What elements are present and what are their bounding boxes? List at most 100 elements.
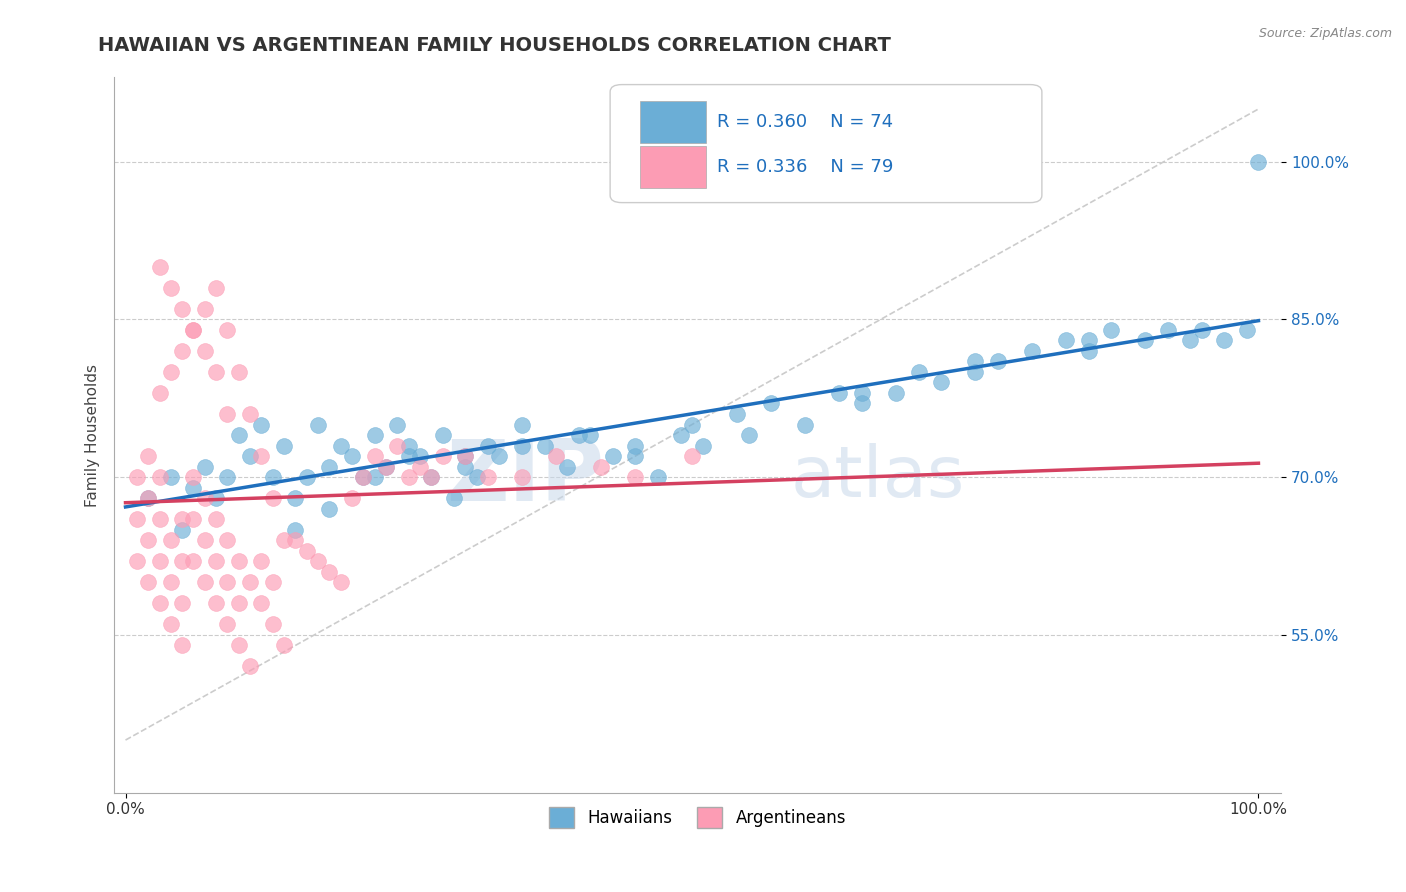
Point <box>1077 343 1099 358</box>
Point <box>454 449 477 463</box>
Point <box>183 481 205 495</box>
Point <box>217 617 239 632</box>
Point <box>851 386 873 401</box>
Point <box>307 554 329 568</box>
Point <box>340 491 363 505</box>
Point <box>1099 323 1122 337</box>
Point <box>194 575 217 590</box>
Point <box>761 396 783 410</box>
Point <box>364 428 387 442</box>
Point <box>465 470 488 484</box>
Point <box>681 417 703 432</box>
Point <box>172 523 194 537</box>
Point <box>217 533 239 548</box>
Point <box>387 417 409 432</box>
Text: atlas: atlas <box>792 443 966 513</box>
Point <box>579 428 602 442</box>
Point <box>329 439 352 453</box>
Point <box>510 417 533 432</box>
Point <box>273 639 295 653</box>
Point <box>172 343 194 358</box>
Point <box>148 596 170 610</box>
Point <box>183 323 205 337</box>
Point <box>136 449 159 463</box>
Point <box>148 260 170 274</box>
Point <box>432 449 454 463</box>
Point <box>364 470 387 484</box>
Point <box>340 449 363 463</box>
Point <box>160 617 183 632</box>
Point <box>194 301 217 316</box>
Point <box>262 470 284 484</box>
Point <box>160 575 183 590</box>
Point <box>454 459 477 474</box>
Point <box>183 512 205 526</box>
Point <box>647 470 669 484</box>
Point <box>1054 334 1077 348</box>
Point <box>1157 323 1180 337</box>
Point <box>375 459 398 474</box>
Point <box>420 470 443 484</box>
Point <box>239 575 262 590</box>
Point <box>172 639 194 653</box>
Point <box>929 376 952 390</box>
Point <box>329 575 352 590</box>
Point <box>409 449 432 463</box>
Point <box>987 354 1010 368</box>
Point <box>228 554 250 568</box>
Point <box>205 491 228 505</box>
Point <box>273 439 295 453</box>
Point <box>533 439 555 453</box>
Point <box>1133 334 1156 348</box>
Point <box>510 470 533 484</box>
Point <box>194 459 217 474</box>
Point <box>284 523 307 537</box>
Point <box>160 365 183 379</box>
Point <box>398 439 420 453</box>
Point <box>217 470 239 484</box>
Point <box>217 575 239 590</box>
Point <box>568 428 591 442</box>
Point <box>194 343 217 358</box>
Point <box>965 354 987 368</box>
Point <box>160 281 183 295</box>
Point <box>477 470 499 484</box>
Point <box>624 470 647 484</box>
Point <box>250 417 273 432</box>
Point <box>307 417 329 432</box>
Point <box>194 491 217 505</box>
Text: Source: ZipAtlas.com: Source: ZipAtlas.com <box>1258 27 1392 40</box>
Text: R = 0.336    N = 79: R = 0.336 N = 79 <box>717 158 894 176</box>
Text: R = 0.360    N = 74: R = 0.360 N = 74 <box>717 112 894 131</box>
Point <box>228 365 250 379</box>
Point <box>295 470 318 484</box>
Point <box>284 491 307 505</box>
Point <box>318 501 340 516</box>
Point <box>136 491 159 505</box>
Point <box>488 449 510 463</box>
Point <box>318 459 340 474</box>
Point <box>681 449 703 463</box>
Point <box>510 439 533 453</box>
Point <box>217 323 239 337</box>
Text: ZIP: ZIP <box>447 436 605 519</box>
Point <box>205 554 228 568</box>
Point <box>148 470 170 484</box>
Point <box>228 596 250 610</box>
Point <box>352 470 374 484</box>
Point <box>239 449 262 463</box>
Point <box>217 407 239 421</box>
Point <box>172 301 194 316</box>
Point <box>205 365 228 379</box>
Point <box>737 428 759 442</box>
Point <box>284 533 307 548</box>
Point <box>262 491 284 505</box>
Point <box>624 439 647 453</box>
Point <box>262 575 284 590</box>
Point <box>228 428 250 442</box>
Legend: Hawaiians, Argentineans: Hawaiians, Argentineans <box>543 801 853 834</box>
Point <box>851 396 873 410</box>
Point <box>828 386 851 401</box>
Point <box>398 470 420 484</box>
Point <box>194 533 217 548</box>
